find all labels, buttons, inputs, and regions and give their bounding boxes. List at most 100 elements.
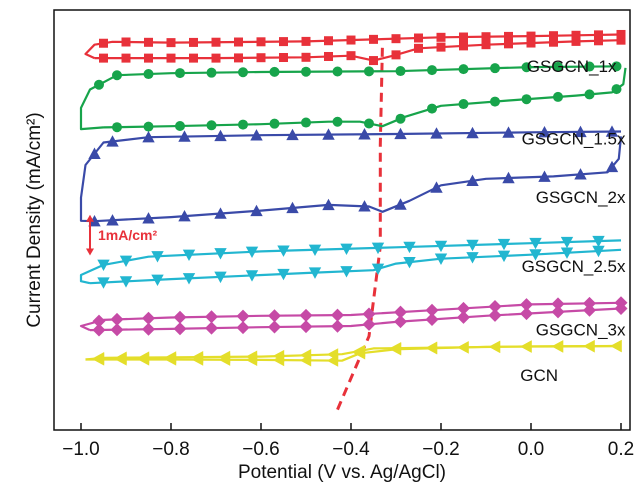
data-point xyxy=(151,251,164,263)
data-point xyxy=(206,120,217,131)
data-point xyxy=(369,34,378,44)
data-point xyxy=(110,312,124,326)
data-point xyxy=(571,30,581,40)
data-point xyxy=(115,351,127,364)
data-point xyxy=(358,128,371,140)
data-point xyxy=(425,303,439,317)
data-point xyxy=(459,41,468,51)
data-point xyxy=(394,198,407,210)
data-point xyxy=(308,244,322,256)
x-tick-label: 0.0 xyxy=(518,439,544,460)
data-point xyxy=(301,52,311,62)
data-point xyxy=(605,160,619,173)
data-point xyxy=(457,301,470,315)
data-point xyxy=(616,35,626,45)
data-point xyxy=(571,36,581,46)
data-point xyxy=(488,340,501,354)
data-point xyxy=(457,310,470,324)
data-point xyxy=(142,322,155,336)
data-point xyxy=(425,341,438,354)
data-point xyxy=(268,309,281,323)
data-point xyxy=(403,241,416,254)
data-point xyxy=(425,312,439,326)
data-point xyxy=(459,32,468,42)
data-point xyxy=(362,317,376,331)
data-point xyxy=(173,310,187,324)
data-point xyxy=(466,239,479,252)
data-point xyxy=(119,276,133,288)
data-point xyxy=(88,147,101,159)
series-2 xyxy=(79,125,623,227)
data-point xyxy=(238,67,248,78)
data-point xyxy=(502,126,515,138)
data-point xyxy=(332,116,343,127)
data-point xyxy=(279,37,288,47)
data-point xyxy=(144,53,153,63)
data-point xyxy=(322,128,335,140)
data-point xyxy=(584,61,595,72)
data-point xyxy=(434,253,448,265)
data-point xyxy=(110,323,124,337)
data-point xyxy=(250,204,263,217)
x-tick-label: −0.8 xyxy=(152,439,190,460)
data-point xyxy=(211,53,221,63)
data-point xyxy=(301,36,311,46)
series-forward-scan xyxy=(89,248,622,285)
data-point xyxy=(326,348,339,361)
data-point xyxy=(574,168,587,180)
data-point xyxy=(394,305,407,319)
y-axis-title: Current Density (mA/cm²) xyxy=(24,112,45,327)
data-point xyxy=(610,339,622,353)
data-point xyxy=(605,125,619,137)
series-1 xyxy=(79,61,627,133)
data-point xyxy=(551,340,564,353)
data-point xyxy=(611,84,622,95)
data-point xyxy=(466,174,479,186)
data-point xyxy=(331,308,344,322)
data-point xyxy=(112,122,122,133)
data-point xyxy=(175,68,185,79)
data-point xyxy=(286,128,299,141)
data-point xyxy=(97,277,110,289)
data-point xyxy=(391,50,401,60)
data-point xyxy=(324,51,333,61)
data-point xyxy=(504,31,513,41)
data-point xyxy=(191,350,204,364)
series-label: GSGCN_2x xyxy=(536,188,626,207)
data-point xyxy=(182,273,196,285)
data-point xyxy=(434,240,448,253)
series-label: GCN xyxy=(520,366,558,385)
data-point xyxy=(340,243,353,256)
data-point xyxy=(245,270,259,282)
data-point xyxy=(481,40,491,50)
data-point xyxy=(189,37,198,47)
plot-frame xyxy=(53,9,631,431)
data-point xyxy=(614,296,628,310)
data-point xyxy=(214,248,227,260)
data-point xyxy=(331,319,344,333)
data-point xyxy=(521,62,532,73)
data-point xyxy=(584,89,595,100)
data-point xyxy=(521,94,532,105)
data-point xyxy=(592,235,605,248)
data-point xyxy=(553,91,563,102)
data-point xyxy=(481,32,491,42)
data-point xyxy=(616,29,626,39)
data-point xyxy=(490,63,500,74)
data-point xyxy=(269,66,280,77)
data-point xyxy=(526,31,536,41)
data-point xyxy=(594,30,603,40)
series-5 xyxy=(85,339,622,367)
data-point xyxy=(166,53,176,63)
series-reverse-scan xyxy=(79,239,622,285)
data-point xyxy=(395,66,406,77)
data-point xyxy=(99,38,108,48)
data-point xyxy=(394,315,407,329)
data-point xyxy=(214,271,227,284)
data-point xyxy=(112,70,122,81)
data-point xyxy=(391,34,401,44)
data-point xyxy=(549,31,558,41)
data-point xyxy=(497,250,511,263)
data-point xyxy=(371,263,385,276)
data-point xyxy=(106,214,119,226)
